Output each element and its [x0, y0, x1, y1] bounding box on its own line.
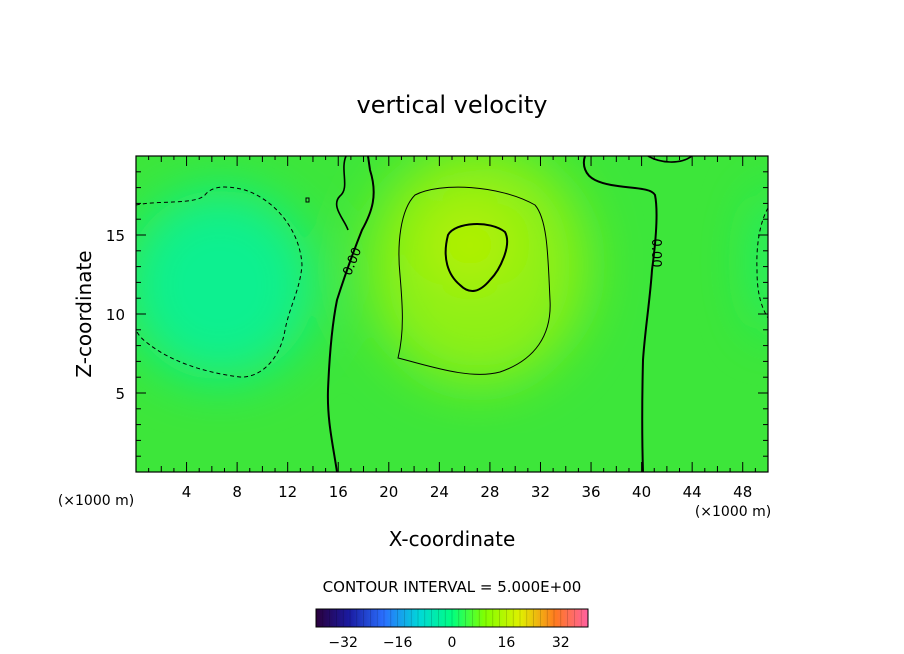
x-tick-label: 16	[329, 483, 348, 501]
contour-minus5-right	[756, 207, 768, 319]
updraft-core-shading	[425, 203, 515, 287]
x-tick-label: 8	[232, 483, 242, 501]
x-tick-label: 20	[379, 483, 398, 501]
downdraft-right-shading	[753, 195, 768, 329]
colorbar-tick-label: 32	[552, 635, 570, 651]
x-tick-label: 12	[278, 483, 297, 501]
colorbar-tick-label: 0	[448, 635, 457, 651]
colorbar-tick-label: −32	[328, 635, 358, 651]
y-axis-ticks	[136, 171, 768, 457]
contour-zero-top-right	[647, 156, 693, 163]
x-axis-tick-labels: 4 8 12 16 20 24 28 32 36 40 44 48	[182, 483, 752, 501]
colorbar-tick-labels: −32 −16 0 16 32	[328, 635, 569, 651]
colorbar-bands	[322, 609, 582, 627]
x-tick-label: 4	[182, 483, 192, 501]
x-tick-label: 40	[632, 483, 651, 501]
colorbar-tick-label: −16	[383, 635, 413, 651]
y-tick-label: 5	[115, 385, 125, 403]
x-tick-label: 48	[733, 483, 752, 501]
chart-title: vertical velocity	[357, 91, 548, 119]
contour-zero-left	[326, 156, 375, 472]
x-unit-label-left: (×1000 m)	[58, 493, 134, 509]
y-tick-label: 15	[106, 227, 125, 245]
colorbar: −32 −16 0 16 32	[315, 608, 589, 651]
colorbar-tick-label: 16	[497, 635, 515, 651]
x-axis-ticks	[148, 156, 756, 472]
y-axis-tick-labels: 5 10 15	[106, 227, 125, 403]
contour-small-cell	[305, 197, 310, 203]
downdraft-left-shading	[136, 190, 315, 380]
contour-zero-right	[582, 156, 658, 472]
x-tick-label: 24	[430, 483, 449, 501]
y-tick-label: 10	[106, 306, 125, 324]
x-tick-label: 36	[581, 483, 600, 501]
contour-plus10	[444, 223, 509, 292]
x-tick-label: 32	[531, 483, 550, 501]
x-tick-label: 44	[683, 483, 702, 501]
plot-area: 0.00 0.00	[136, 156, 768, 472]
x-axis-label: X-coordinate	[389, 527, 516, 551]
x-unit-label-right: (×1000 m)	[695, 504, 771, 520]
contour-interval-text: CONTOUR INTERVAL = 5.000E+00	[323, 578, 582, 596]
contour-label-right: 0.00	[648, 239, 663, 268]
contour-plus5	[397, 186, 551, 375]
y-axis-label: Z-coordinate	[72, 250, 96, 377]
contour-zero-left-branch	[335, 156, 349, 231]
colorbar-fill	[315, 608, 589, 628]
x-tick-label: 28	[480, 483, 499, 501]
